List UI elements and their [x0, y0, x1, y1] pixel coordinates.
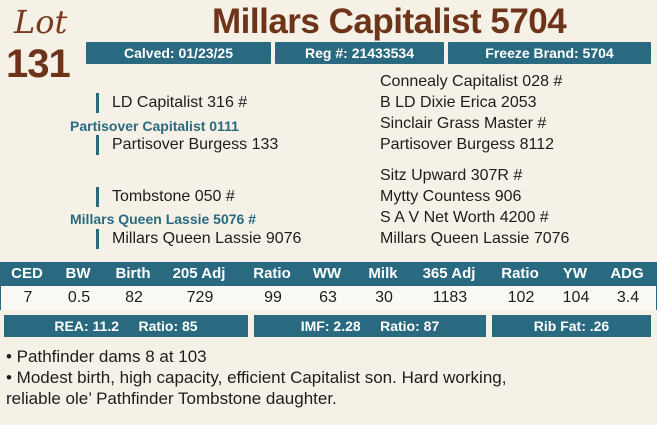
dam-sire: Tombstone 050 #	[112, 188, 235, 205]
epd-value-yw: 104	[562, 289, 590, 306]
epd-header-365adj: 365 Adj	[422, 265, 476, 282]
epd-values-row: 7 0.5 82 729 99 63 30 1183 102 104 3.4	[0, 286, 657, 310]
sire: Partisover Capitalist 0111	[70, 118, 239, 134]
rea-bar: REA: 11.2 Ratio: 85	[4, 315, 248, 337]
dam: Millars Queen Lassie 5076 #	[70, 211, 256, 227]
epd-header-adg: ADG	[610, 265, 644, 282]
notes: • Pathfinder dams 8 at 103 • Modest birt…	[6, 346, 651, 409]
pedigree-ancestor: Partisover Burgess 8112	[380, 136, 555, 153]
imf-bar: IMF: 2.28 Ratio: 87	[254, 315, 486, 337]
sire-dam: Partisover Burgess 133	[112, 136, 279, 153]
calved-date-bar: Calved: 01/23/25	[86, 42, 271, 64]
epd-value-bw: 0.5	[67, 289, 91, 306]
pedigree-ancestor: Connealy Capitalist 028 #	[380, 73, 563, 90]
epd-value-adg: 3.4	[616, 289, 640, 306]
pedigree-tick	[96, 229, 99, 249]
epd-header-row: CED BW Birth 205 Adj Ratio WW Milk 365 A…	[0, 262, 657, 286]
imf-ratio: Ratio: 87	[380, 318, 440, 334]
epd-value-birth: 82	[125, 289, 143, 306]
pedigree-ancestor: Mytty Countess 906	[380, 188, 522, 205]
pedigree-tick	[96, 135, 99, 155]
imf-value: IMF: 2.28	[300, 318, 361, 334]
note-line: • Pathfinder dams 8 at 103	[6, 347, 207, 366]
pedigree-tick	[96, 187, 99, 207]
epd-header-yw: YW	[562, 265, 588, 282]
registration-bar: Reg #: 21433534	[275, 42, 444, 64]
epd-header-ww: WW	[312, 265, 342, 282]
epd-value-ced: 7	[23, 289, 33, 306]
pedigree-ancestor: Sinclair Grass Master #	[380, 115, 547, 132]
epd-header-bw: BW	[65, 265, 91, 282]
epd-value-milk: 30	[375, 289, 393, 306]
pedigree-ancestor: B LD Dixie Erica 2053	[380, 94, 537, 111]
epd-value-205adj: 729	[186, 289, 214, 306]
epd-header-ced: CED	[11, 265, 43, 282]
note-line: • Modest birth, high capacity, efficient…	[6, 368, 507, 387]
note-line: reliable ole’ Pathfinder Tombstone daugh…	[6, 389, 337, 408]
epd-header-205adj: 205 Adj	[172, 265, 226, 282]
rib-fat-bar: Rib Fat: .26	[492, 315, 651, 337]
epd-value-365adj: 1183	[432, 289, 468, 306]
rea-ratio: Ratio: 85	[138, 318, 198, 334]
pedigree-ancestor: Millars Queen Lassie 7076	[380, 230, 570, 247]
animal-title: Millars Capitalist 5704	[212, 2, 567, 41]
freeze-brand-bar: Freeze Brand: 5704	[448, 42, 651, 64]
dam-dam: Millars Queen Lassie 9076	[112, 230, 302, 247]
pedigree-ancestor: S A V Net Worth 4200 #	[380, 209, 549, 226]
lot-number: 131	[6, 42, 71, 86]
lot-label: Lot	[14, 3, 68, 41]
epd-value-ratio: 99	[264, 289, 282, 306]
pedigree-ancestor: Sitz Upward 307R #	[380, 167, 523, 184]
epd-value-ratio2: 102	[507, 289, 535, 306]
epd-value-ww: 63	[319, 289, 337, 306]
epd-header-milk: Milk	[368, 265, 398, 282]
epd-header-ratio: Ratio	[253, 265, 291, 282]
pedigree-tick	[96, 93, 99, 113]
epd-header-birth: Birth	[115, 265, 151, 282]
rea-value: REA: 11.2	[54, 318, 119, 334]
epd-header-ratio2: Ratio	[501, 265, 539, 282]
sire-sire: LD Capitalist 316 #	[112, 94, 248, 111]
